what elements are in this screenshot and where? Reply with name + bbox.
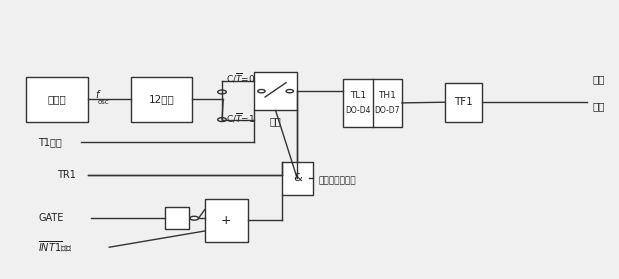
FancyBboxPatch shape: [282, 162, 313, 195]
FancyBboxPatch shape: [205, 199, 248, 242]
Text: （高电平有效）: （高电平有效）: [319, 176, 357, 186]
FancyBboxPatch shape: [254, 72, 297, 110]
Text: DO-D7: DO-D7: [374, 106, 400, 115]
Text: 请求: 请求: [593, 101, 605, 111]
FancyBboxPatch shape: [344, 79, 402, 127]
Text: TH1: TH1: [378, 91, 396, 100]
Text: TF1: TF1: [454, 97, 473, 107]
Text: GATE: GATE: [38, 213, 64, 223]
Text: &: &: [293, 173, 301, 183]
Text: 中断: 中断: [593, 74, 605, 84]
Text: osc: osc: [97, 99, 109, 105]
Text: 振荡器: 振荡器: [48, 95, 66, 104]
Text: 12分频: 12分频: [149, 95, 175, 104]
Text: TR1: TR1: [57, 170, 76, 181]
Text: C/$\overline{T}$=1: C/$\overline{T}$=1: [227, 112, 256, 125]
Text: T1引脚: T1引脚: [38, 137, 62, 147]
FancyBboxPatch shape: [26, 77, 88, 122]
Text: DO-D4: DO-D4: [345, 106, 371, 115]
Text: f: f: [95, 90, 98, 100]
FancyBboxPatch shape: [165, 207, 189, 229]
Text: $\overline{INT1}$引脚: $\overline{INT1}$引脚: [38, 240, 72, 254]
FancyBboxPatch shape: [445, 83, 482, 122]
Text: 控制: 控制: [270, 117, 282, 127]
FancyBboxPatch shape: [131, 77, 193, 122]
Text: +: +: [221, 214, 232, 227]
Text: C/$\overline{T}$=0: C/$\overline{T}$=0: [227, 72, 256, 85]
Text: TL1: TL1: [350, 91, 366, 100]
